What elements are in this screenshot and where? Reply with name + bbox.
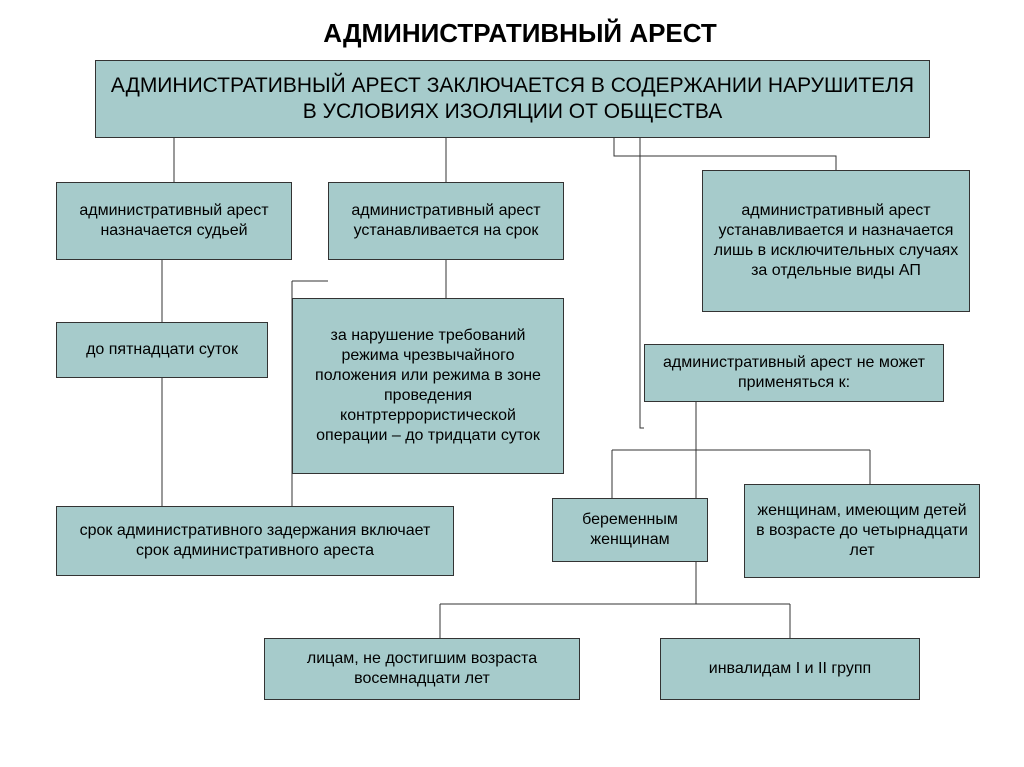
node-n11: лицам, не достигшим возраста восемнадцат… bbox=[264, 638, 580, 700]
node-n7: административный арест не может применят… bbox=[644, 344, 944, 402]
node-n4: административный арест устанавливается и… bbox=[702, 170, 970, 312]
diagram-canvas: АДМИНИСТРАТИВНЫЙ АРЕСТ АДМИНИСТРАТИВНЫЙ … bbox=[0, 0, 1024, 767]
diagram-title: АДМИНИСТРАТИВНЫЙ АРЕСТ bbox=[260, 18, 780, 52]
node-n10: женщинам, имеющим детей в возрасте до че… bbox=[744, 484, 980, 578]
node-n12: инвалидам I и II групп bbox=[660, 638, 920, 700]
node-n5: до пятнадцати суток bbox=[56, 322, 268, 378]
node-n2: административный арест назначается судье… bbox=[56, 182, 292, 260]
node-n1: АДМИНИСТРАТИВНЫЙ АРЕСТ ЗАКЛЮЧАЕТСЯ В СОД… bbox=[95, 60, 930, 138]
node-n9: беременным женщинам bbox=[552, 498, 708, 562]
node-n3: административный арест устанавливается н… bbox=[328, 182, 564, 260]
node-n6: за нарушение требований режима чрезвычай… bbox=[292, 298, 564, 474]
node-n8: срок административного задержания включа… bbox=[56, 506, 454, 576]
